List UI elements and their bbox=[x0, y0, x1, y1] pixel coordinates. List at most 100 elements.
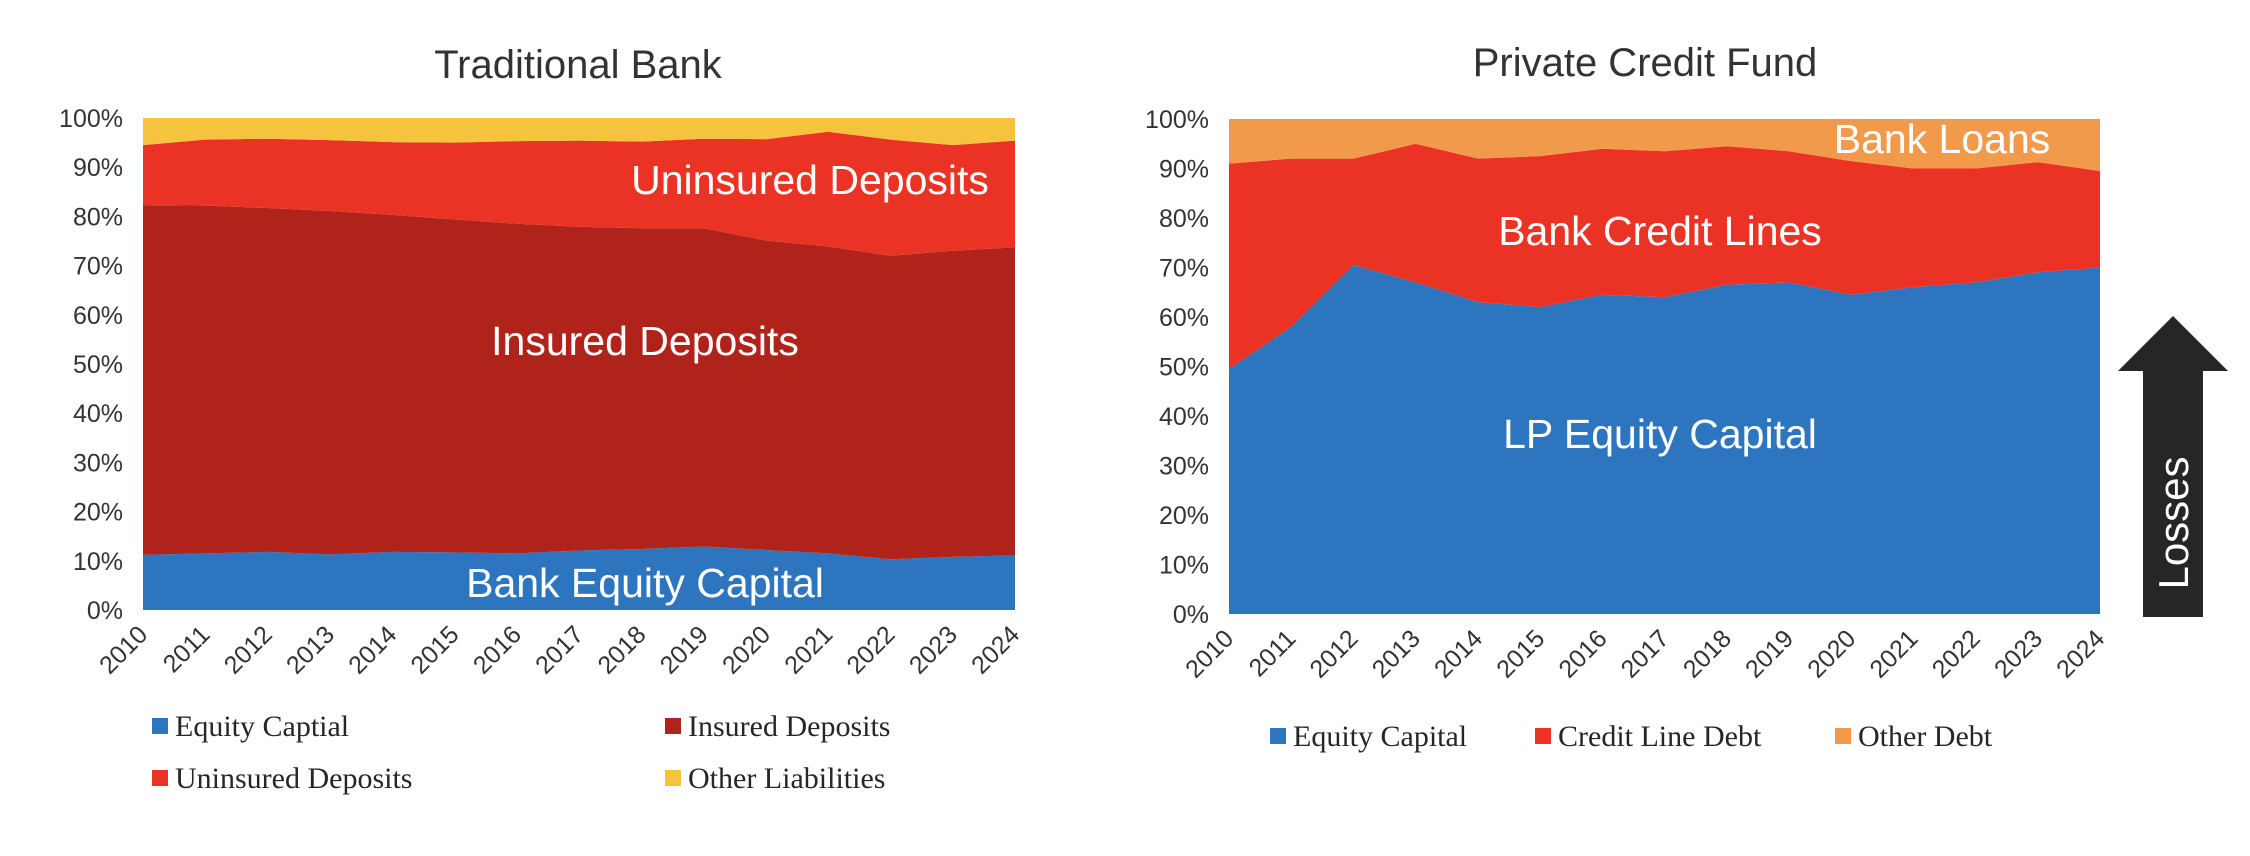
plot-areas bbox=[143, 118, 1015, 610]
x-tick-labels: 2010 2011 2012 2013 2014 2015 2016 2017 2018 2019… bbox=[94, 620, 1025, 679]
legend-item-other-debt: Other Debt bbox=[1835, 720, 1993, 753]
y-tick-label: 50% bbox=[73, 351, 123, 379]
y-tick-label: 10% bbox=[1159, 552, 1209, 580]
legend-item-insured-deposits: Insured Deposits bbox=[665, 710, 890, 743]
y-tick-label: 10% bbox=[73, 548, 123, 576]
annotation-lp-equity-capital: LP Equity Capital bbox=[1503, 411, 1817, 457]
legend-label: Insured Deposits bbox=[688, 710, 890, 743]
annotation-bank-credit-lines: Bank Credit Lines bbox=[1498, 208, 1822, 254]
area-equity-captial bbox=[143, 546, 1015, 610]
up-arrow-icon bbox=[2118, 316, 2228, 617]
x-tick-label: 2024 bbox=[2051, 624, 2110, 683]
area-other-liabilities bbox=[143, 118, 1015, 146]
y-tick-labels: 0% 10% 20% 30% 40% 50% 60% 70% 80% 90% 100% bbox=[59, 105, 123, 625]
x-tick-label: 2017 bbox=[1616, 624, 1675, 683]
y-tick-label: 40% bbox=[73, 400, 123, 428]
x-tick-label: 2019 bbox=[1740, 624, 1799, 683]
annotation-bank-loans: Bank Loans bbox=[1834, 116, 2051, 162]
y-tick-label: 30% bbox=[73, 449, 123, 477]
y-tick-label: 80% bbox=[73, 203, 123, 231]
chart-title: Private Credit Fund bbox=[1473, 41, 1818, 85]
area-other-debt bbox=[1229, 119, 2100, 171]
y-tick-label: 100% bbox=[59, 105, 123, 133]
legend-swatch bbox=[152, 718, 168, 734]
legend-item-equity-captial: Equity Captial bbox=[152, 710, 349, 743]
x-tick-label: 2015 bbox=[406, 620, 465, 679]
x-tick-label: 2023 bbox=[904, 620, 963, 679]
legend: Equity Captial Insured Deposits Uninsure… bbox=[152, 710, 890, 795]
legend-label: Credit Line Debt bbox=[1558, 720, 1762, 753]
area-equity-capital bbox=[1229, 265, 2100, 614]
y-tick-label: 60% bbox=[73, 302, 123, 330]
x-tick-label: 2018 bbox=[1678, 624, 1737, 683]
losses-label: Losses bbox=[2150, 456, 2197, 589]
area-uninsured-deposits bbox=[143, 131, 1015, 256]
x-tick-label: 2021 bbox=[779, 620, 838, 679]
legend-swatch bbox=[152, 770, 168, 786]
y-tick-label: 90% bbox=[73, 154, 123, 182]
y-tick-label: 70% bbox=[1159, 255, 1209, 283]
x-tick-label: 2021 bbox=[1865, 624, 1924, 683]
x-tick-label: 2017 bbox=[530, 620, 589, 679]
legend-label: Uninsured Deposits bbox=[175, 762, 412, 795]
x-tick-label: 2013 bbox=[281, 620, 340, 679]
x-tick-label: 2018 bbox=[592, 620, 651, 679]
annotation-bank-equity-capital: Bank Equity Capital bbox=[466, 560, 824, 606]
x-tick-label: 2013 bbox=[1367, 624, 1426, 683]
x-tick-label: 2019 bbox=[655, 620, 714, 679]
legend-label: Other Debt bbox=[1858, 720, 1993, 753]
y-tick-label: 100% bbox=[1145, 106, 1209, 134]
y-tick-label: 20% bbox=[1159, 502, 1209, 530]
legend-swatch bbox=[665, 770, 681, 786]
legend-item-credit-line-debt: Credit Line Debt bbox=[1535, 720, 1762, 753]
y-tick-label: 60% bbox=[1159, 304, 1209, 332]
chart-title: Traditional Bank bbox=[434, 43, 723, 87]
legend: Equity Capital Credit Line Debt Other De… bbox=[1270, 720, 1993, 753]
x-tick-label: 2024 bbox=[966, 620, 1025, 679]
y-tick-label: 50% bbox=[1159, 354, 1209, 382]
annotation-insured-deposits: Insured Deposits bbox=[491, 318, 799, 364]
x-tick-label: 2023 bbox=[1989, 624, 2048, 683]
legend-label: Equity Captial bbox=[175, 710, 349, 743]
legend-label: Other Liabilities bbox=[688, 762, 885, 795]
legend-swatch bbox=[1270, 728, 1286, 744]
legend-swatch bbox=[1535, 728, 1551, 744]
y-tick-label: 30% bbox=[1159, 453, 1209, 481]
legend-swatch bbox=[1835, 728, 1851, 744]
chart-traditional-bank: Traditional Bank 0% 10% 20% 30% 40% 50% 60% 70%… bbox=[59, 43, 1025, 795]
legend-item-uninsured-deposits: Uninsured Deposits bbox=[152, 762, 412, 795]
x-tick-label: 2011 bbox=[158, 620, 216, 678]
x-tick-label: 2014 bbox=[343, 620, 402, 679]
x-tick-label: 2020 bbox=[717, 620, 776, 679]
legend-label: Equity Capital bbox=[1293, 720, 1467, 753]
y-tick-label: 0% bbox=[87, 597, 123, 625]
legend-item-equity-capital: Equity Capital bbox=[1270, 720, 1467, 753]
x-tick-label: 2010 bbox=[94, 620, 153, 679]
area-credit-line-debt bbox=[1229, 143, 2100, 369]
x-tick-labels: 2010 2011 2012 2013 2014 2015 2016 2017 2018 2019… bbox=[1180, 624, 2110, 683]
y-tick-label: 70% bbox=[73, 253, 123, 281]
y-tick-labels: 0% 10% 20% 30% 40% 50% 60% 70% 80% 90% 100% bbox=[1145, 106, 1209, 629]
x-tick-label: 2022 bbox=[842, 620, 901, 679]
x-tick-label: 2012 bbox=[1305, 624, 1364, 683]
y-tick-label: 0% bbox=[1173, 601, 1209, 629]
y-tick-label: 80% bbox=[1159, 205, 1209, 233]
y-tick-label: 90% bbox=[1159, 156, 1209, 184]
chart-private-credit-fund: Private Credit Fund 0% 10% 20% 30% 40% 50% 60%… bbox=[1145, 41, 2228, 753]
area-insured-deposits bbox=[143, 205, 1015, 560]
losses-arrow: Losses bbox=[2118, 316, 2228, 617]
x-tick-label: 2011 bbox=[1244, 624, 1302, 682]
legend-swatch bbox=[665, 718, 681, 734]
x-tick-label: 2020 bbox=[1802, 624, 1861, 683]
annotation-uninsured-deposits: Uninsured Deposits bbox=[631, 157, 989, 203]
x-tick-label: 2016 bbox=[1553, 624, 1612, 683]
x-tick-label: 2010 bbox=[1180, 624, 1239, 683]
y-tick-label: 40% bbox=[1159, 403, 1209, 431]
x-tick-label: 2016 bbox=[468, 620, 527, 679]
plot-areas bbox=[1229, 119, 2100, 614]
y-tick-label: 20% bbox=[73, 499, 123, 527]
x-tick-label: 2022 bbox=[1927, 624, 1986, 683]
x-tick-label: 2012 bbox=[219, 620, 278, 679]
legend-item-other-liabilities: Other Liabilities bbox=[665, 762, 885, 795]
